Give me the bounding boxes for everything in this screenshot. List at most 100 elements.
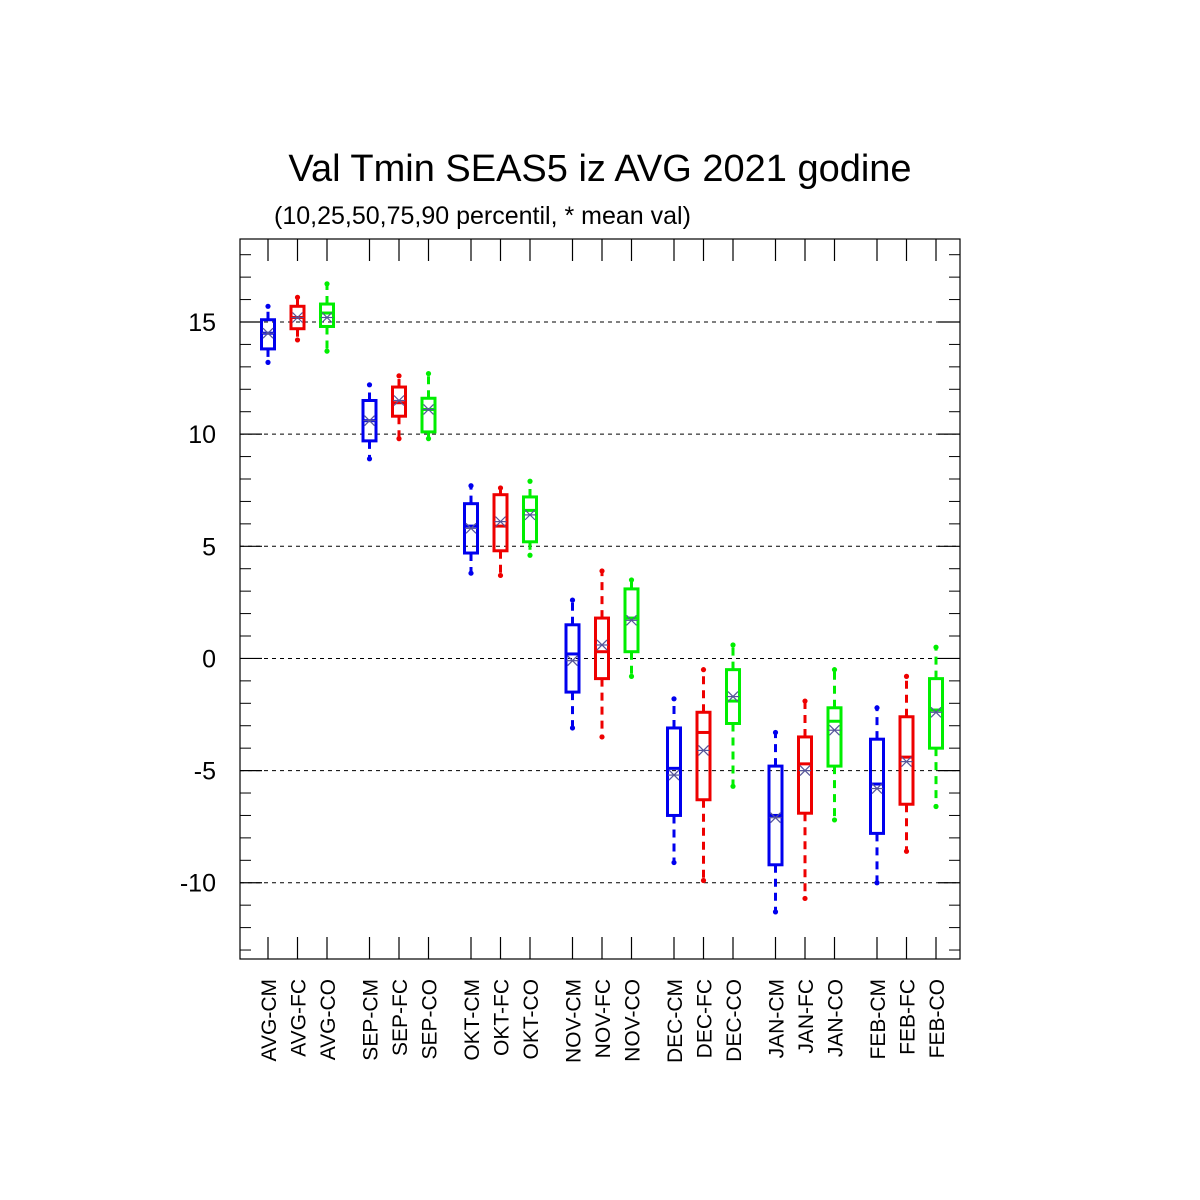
p90-point [396,373,402,379]
p90-point [425,370,432,377]
y-tick-label: -10 [180,870,216,898]
chart-subtitle: (10,25,50,75,90 percentil, * mean val) [274,202,691,230]
iqr-box [695,710,712,802]
p90-point [802,698,808,704]
box-feb-co [928,644,944,810]
p90-point [599,568,605,574]
box-sep-co [420,370,437,442]
p90-point [903,673,910,679]
category-label: SEP-CO [419,979,442,1060]
category-label: AVG-CM [258,979,281,1061]
category-label: FEB-CM [867,979,890,1060]
p10-point [497,572,504,579]
iqr-box [564,623,581,694]
p90-point [772,729,779,736]
p10-point [366,456,373,462]
p10-point [700,877,707,884]
p90-point [366,382,373,388]
p10-point [671,859,677,866]
category-label: SEP-CM [360,979,383,1061]
iqr-box [594,616,610,681]
p90-point [527,478,533,484]
category-label: AVG-CO [317,979,340,1060]
p10-point [730,783,736,789]
box-jan-cm [767,729,784,915]
category-labels: AVG-CM AVG-FC AVG-CO SEP-CM SEP-FC SEP-CO OKT-… [258,979,949,1063]
iqr-box [797,735,813,815]
category-label: DEC-FC [694,979,717,1058]
p90-point [874,705,880,711]
box-okt-co [522,478,538,558]
iqr-box [869,737,885,835]
iqr-box [826,706,843,768]
p10-point [772,909,779,915]
p10-point [527,552,533,558]
iqr-box [492,493,509,553]
category-label: NOV-CO [622,979,645,1062]
iqr-box [725,668,741,725]
category-label: OKT-FC [491,979,514,1056]
box-okt-cm [463,483,479,576]
box-dec-cm [666,696,682,866]
p10-point [599,734,605,740]
category-label: JAN-CO [825,979,848,1057]
p90-point [468,483,474,489]
p90-point [671,696,677,702]
box-okt-fc [492,485,509,579]
p10-point [425,436,432,442]
box-nov-fc [594,568,610,740]
p10-point [569,725,576,731]
box-jan-fc [797,698,813,902]
axes: 15 10 5 0 -5 -10 [180,239,960,959]
iqr-box [928,677,944,750]
category-label: DEC-CO [723,979,746,1062]
iqr-box [898,715,915,806]
y-tick-label: 5 [202,533,216,561]
category-label: DEC-CM [664,979,687,1063]
category-label: OKT-CM [461,979,484,1061]
p90-point [700,667,707,673]
p10-point [933,803,939,810]
iqr-box [623,587,640,654]
category-label: FEB-CO [926,979,949,1058]
p10-point [324,348,330,354]
box-sep-cm [361,382,378,462]
p10-point [396,436,402,442]
p10-point [874,880,880,886]
iqr-box [319,302,335,328]
p90-point [294,294,301,300]
iqr-box [522,495,538,544]
category-label: FEB-FC [897,979,920,1055]
y-tick-label: 15 [188,309,216,337]
box-feb-cm [869,705,885,886]
category-label: SEP-FC [389,979,412,1056]
iqr-box [463,502,479,555]
box-dec-fc [695,667,712,884]
p10-point [802,895,808,902]
category-label: NOV-CM [563,979,586,1063]
p90-point [831,667,838,673]
category-label: JAN-FC [795,979,818,1054]
y-tick-label: -5 [194,758,216,786]
p90-point [569,597,576,603]
p90-point [497,485,504,491]
y-tick-label: 0 [202,645,216,673]
iqr-box [420,396,437,434]
box-avg-cm [260,303,276,365]
p90-point [265,303,271,309]
box-feb-fc [898,673,915,854]
p10-point [294,337,301,343]
box-avg-co [319,281,335,354]
p10-point [903,848,910,854]
box-avg-fc [289,294,306,343]
grid-lines [240,321,960,884]
category-label: NOV-FC [592,979,615,1058]
box-nov-cm [564,597,581,731]
iqr-box [666,726,682,817]
p10-point [265,359,271,365]
box-sep-fc [391,373,407,442]
p90-point [324,281,330,287]
category-label: JAN-CM [766,979,789,1058]
box-nov-co [623,577,640,679]
